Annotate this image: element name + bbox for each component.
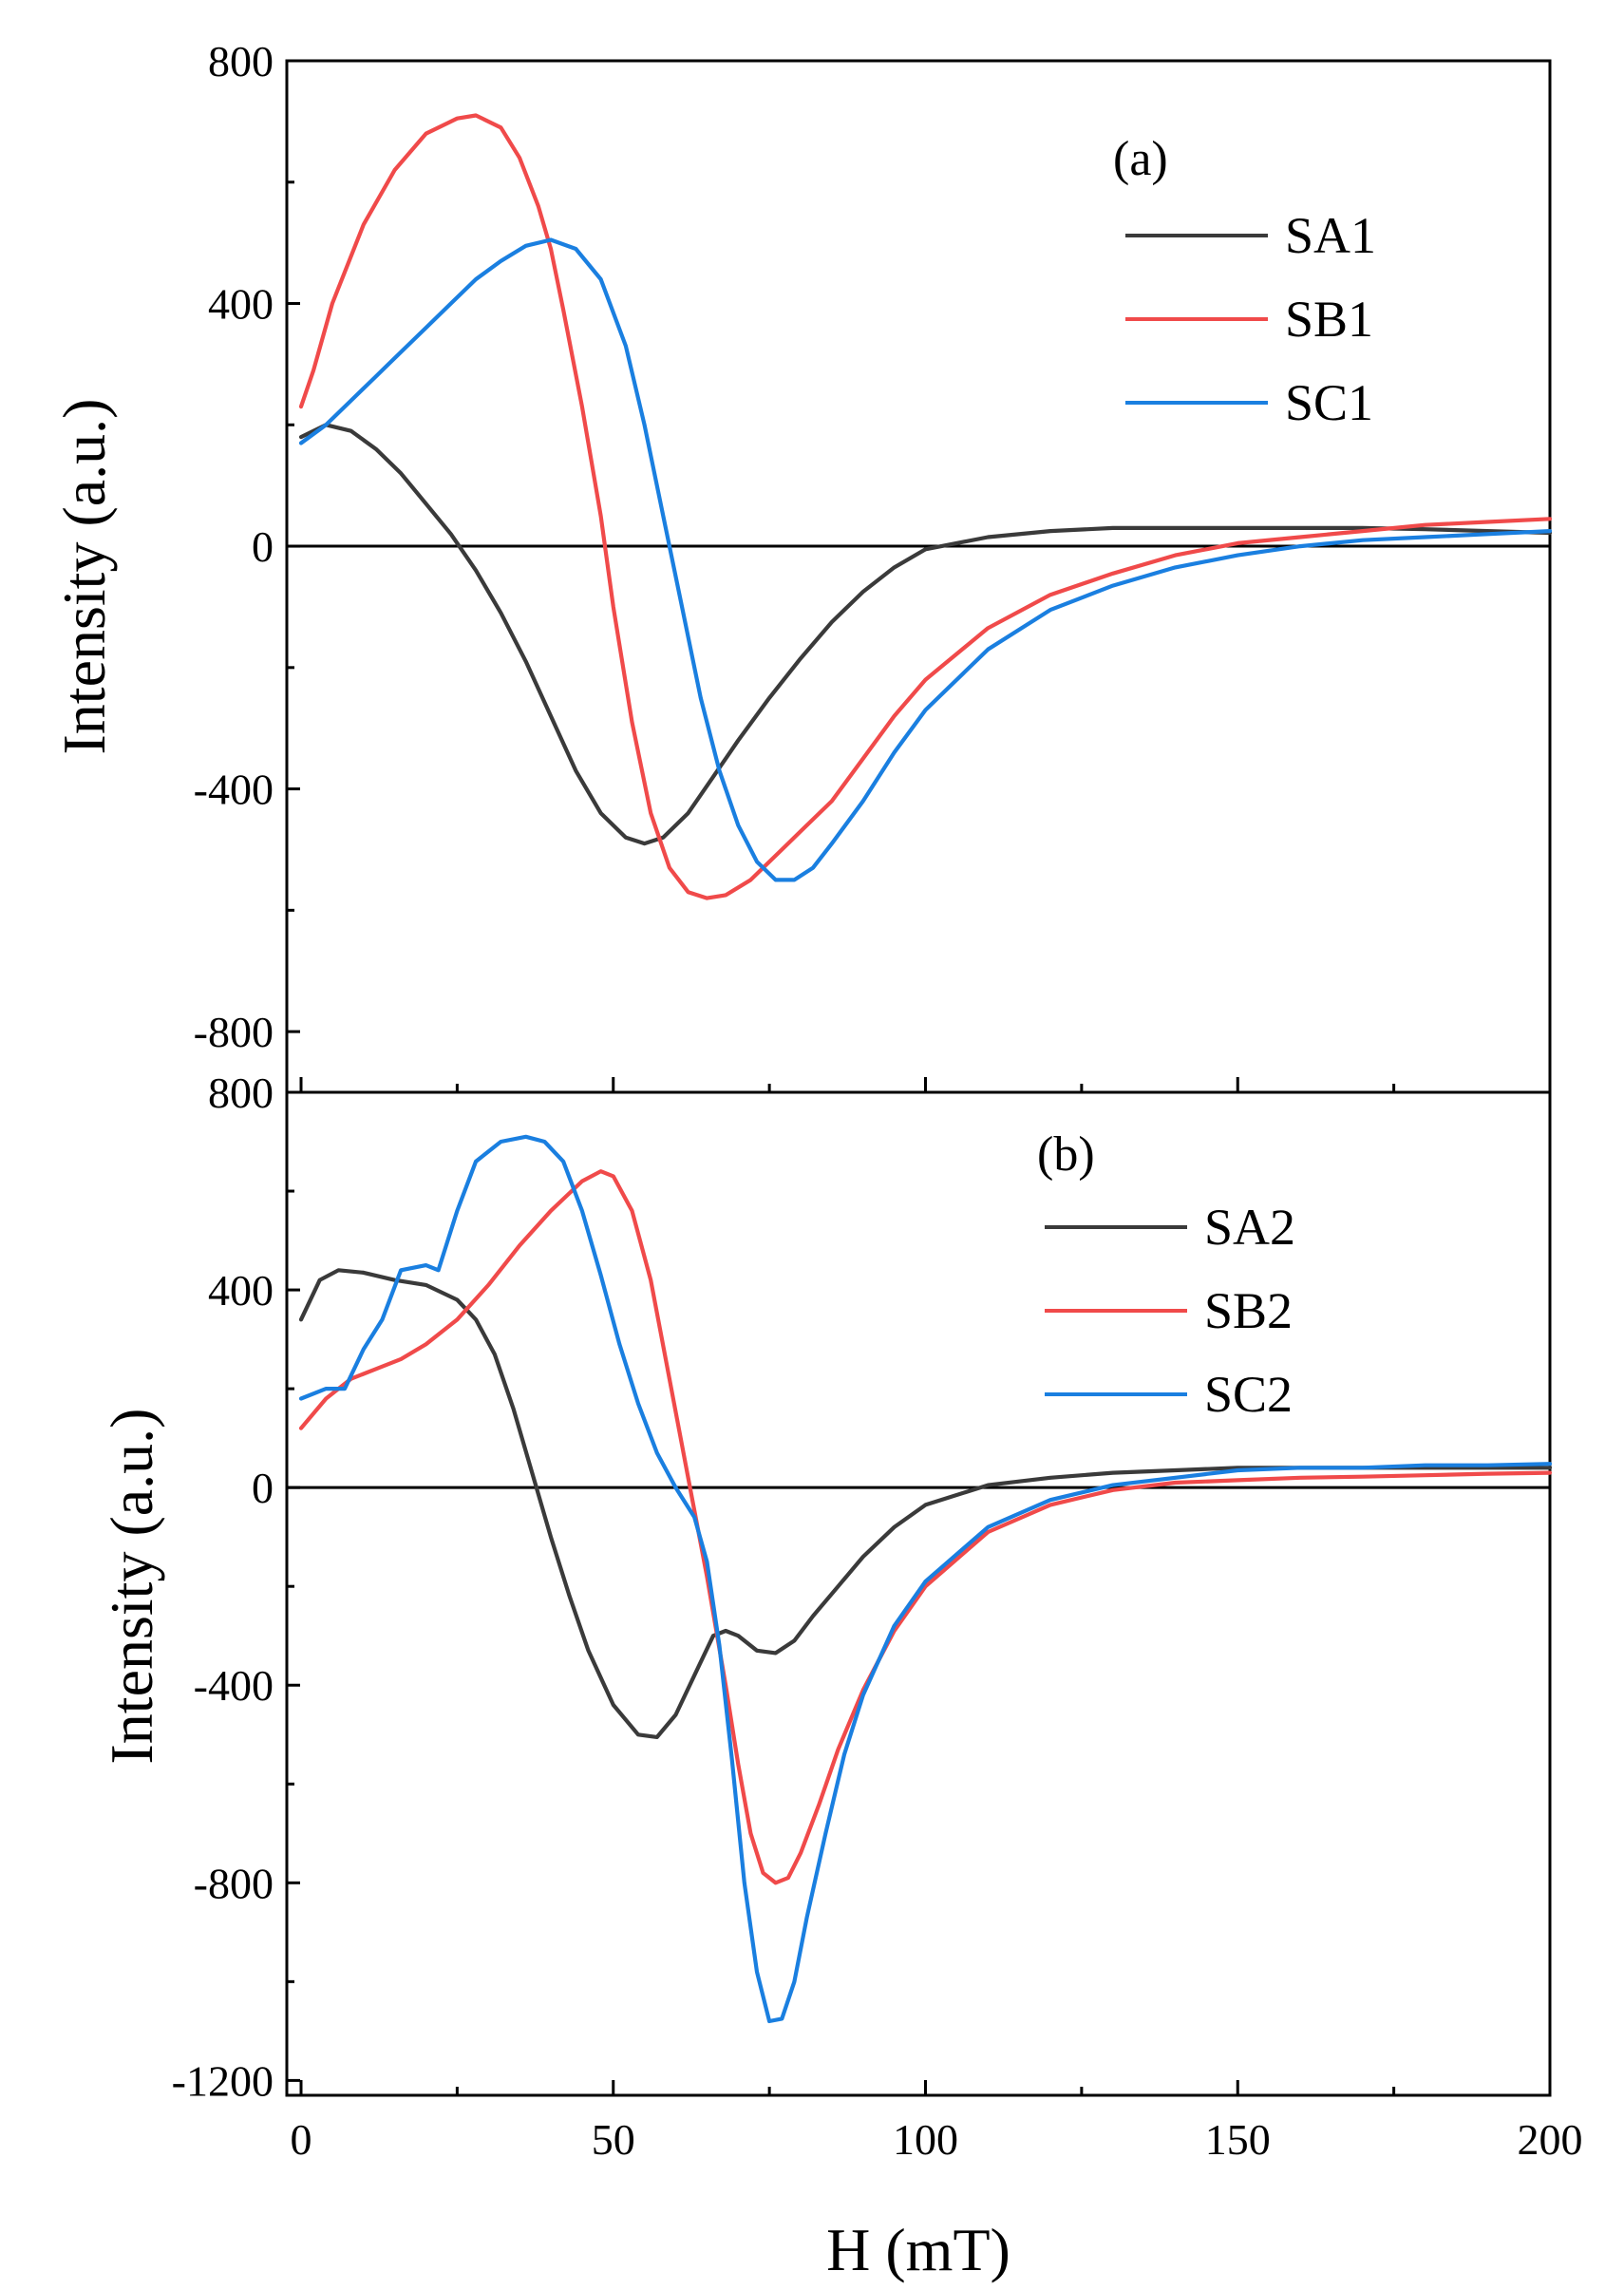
series-line-sc1 [298, 237, 1553, 882]
panel-b-y-tick-label: -1200 [172, 2056, 274, 2105]
panel-b-y-tick-label: 400 [208, 1266, 274, 1315]
series-line-sb2 [298, 1169, 1553, 1885]
legend-label-sc1: SC1 [1285, 374, 1373, 431]
legend-label-sc2: SC2 [1204, 1366, 1293, 1423]
x-axis-title: H (mT) [826, 2216, 1010, 2283]
panel-a: -800 -400 0 400 800 (a) SA1 SB1 SC1 Intensity … [50, 37, 1553, 1094]
panel-b-label: (b) [1037, 1127, 1095, 1182]
panel-b-y-tick-label: -800 [194, 1859, 274, 1907]
panel-a-x-ticks [299, 1077, 1552, 1092]
legend-label-sa2: SA2 [1204, 1199, 1295, 1256]
panel-a-label: (a) [1113, 132, 1168, 186]
series-line-sb1 [298, 113, 1553, 900]
panel-a-series [298, 113, 1553, 900]
panel-b-y-tick-label: -400 [194, 1661, 274, 1710]
panel-a-y-ticks: -800 -400 0 400 800 [194, 37, 300, 1056]
series-line-sa1 [298, 423, 1553, 846]
panel-b-series [298, 1134, 1553, 2024]
panel-a-y-tick-label: -400 [194, 766, 274, 814]
panel-b: -1200 -800 -400 0 400 800 0 50 100 150 200 (b) SA… [98, 1069, 1583, 2283]
legend-label-sb2: SB2 [1204, 1282, 1293, 1339]
legend-label-sa1: SA1 [1285, 207, 1376, 264]
panel-a-y-tick-label: 800 [208, 37, 274, 85]
panel-b-legend: SA2 SB2 SC2 [1045, 1199, 1295, 1423]
legend-label-sb1: SB1 [1285, 291, 1373, 348]
panel-b-frame [285, 1090, 1552, 2097]
panel-b-y-tick-label: 800 [208, 1069, 274, 1117]
panel-a-y-tick-label: 400 [208, 280, 274, 329]
x-tick-label: 0 [291, 2115, 312, 2164]
panel-b-x-ticks: 0 50 100 150 200 [291, 2080, 1583, 2164]
panel-a-y-axis-title: Intensity (a.u.) [50, 399, 118, 755]
x-tick-label: 50 [592, 2115, 635, 2164]
panel-b-y-tick-label: 0 [252, 1464, 274, 1512]
panel-a-y-tick-label: 0 [252, 522, 274, 571]
series-line-sc2 [298, 1134, 1553, 2024]
panel-b-y-ticks: -1200 -800 -400 0 400 800 [172, 1069, 300, 2105]
x-tick-label: 200 [1518, 2115, 1583, 2164]
panel-a-y-tick-label: -800 [194, 1008, 274, 1056]
series-line-sa2 [298, 1268, 1553, 1739]
panel-b-y-axis-title: Intensity (a.u.) [98, 1409, 165, 1765]
x-tick-label: 100 [893, 2115, 958, 2164]
x-tick-label: 150 [1205, 2115, 1271, 2164]
panel-a-legend: SA1 SB1 SC1 [1125, 207, 1376, 431]
